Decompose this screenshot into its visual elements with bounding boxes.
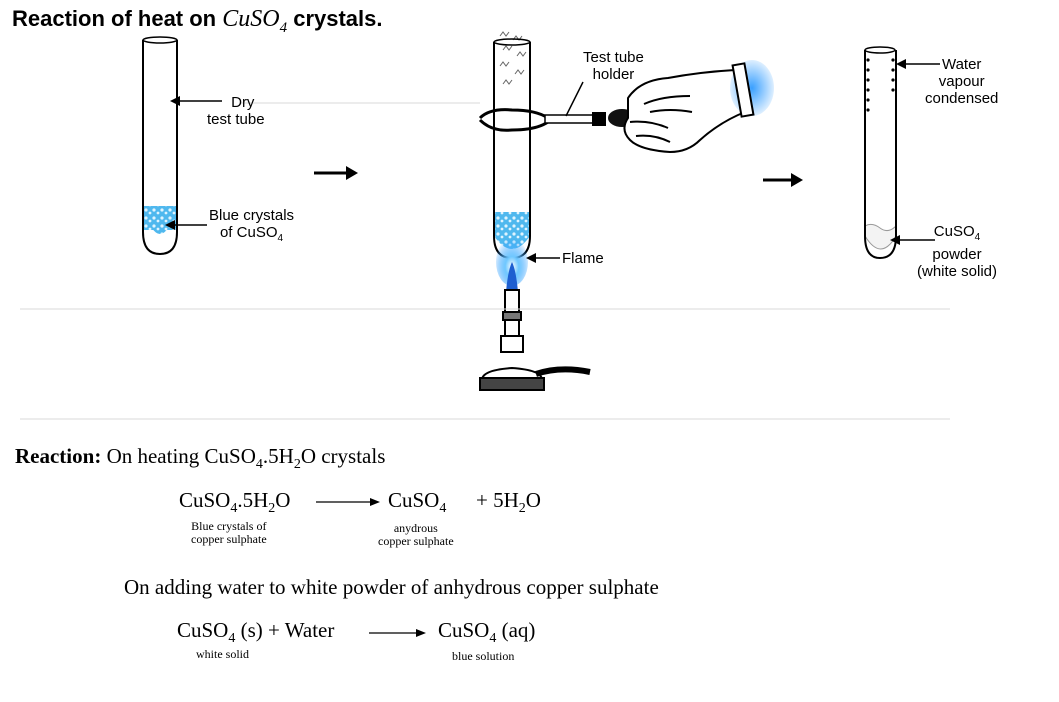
bleed-through-text: ————————————————————————————————————————… <box>20 410 950 427</box>
process-arrow-1 <box>314 166 358 180</box>
bleed-through-text: ————————————————————————————————————————… <box>20 300 950 317</box>
label-test-tube-holder: Test tube holder <box>583 49 644 83</box>
label-dry-line2: test tube <box>207 111 265 128</box>
blue-crystals-2 <box>494 212 530 249</box>
page-title: Reaction of heat on CuSO4 crystals. <box>12 6 383 37</box>
label-water-vapour: Water vapour condensed <box>925 56 998 107</box>
eq1-lhs-s1: 4 <box>230 501 238 517</box>
label-water-line2: vapour <box>938 73 985 90</box>
holder-clamp-bottom <box>478 118 549 132</box>
equation-2-rhs: CuSO4 (aq) <box>438 618 535 647</box>
eq2-rhs-t2: (aq) <box>496 618 536 642</box>
eq2-rhs-t1: CuSO <box>438 618 490 642</box>
eq1-water-t1: + 5H <box>476 488 519 512</box>
holder-joint <box>592 112 606 126</box>
label-dry-test-tube: Dry test tube <box>207 94 265 128</box>
bunsen-burner <box>479 289 591 391</box>
eq1-rhs-s1: 4 <box>439 501 447 517</box>
reaction-intro-t1: On heating CuSO <box>106 444 256 468</box>
title-formula: CuSO4 <box>222 6 287 36</box>
label-blue-line2-sub: 4 <box>277 233 284 244</box>
water-droplets <box>866 58 895 112</box>
equation-1-lhs: CuSO4.5H2O <box>179 488 290 517</box>
eq1-lhs-t3: O <box>275 488 291 512</box>
condensed-test-tube <box>864 46 940 260</box>
equation-1-rhs-note: anydrous copper sulphate <box>378 522 454 548</box>
label-powder-line1: CuSO4 <box>917 223 997 246</box>
adding-water-line: On adding water to white powder of anhyd… <box>124 575 659 599</box>
eq2-lhs-s1: 4 <box>228 631 236 647</box>
hand-icon <box>623 68 747 154</box>
eq1-lhs-note-line2: copper sulphate <box>191 532 267 546</box>
reaction-heading: Reaction: <box>15 444 102 468</box>
eq1-lhs-note-line1: Blue crystals of <box>191 519 267 533</box>
label-holder-line1: Test tube <box>583 49 644 66</box>
eq1-lhs-s2: 2 <box>268 501 276 517</box>
label-flame: Flame <box>562 250 604 267</box>
title-formula-sub: 4 <box>279 19 288 36</box>
eq1-rhs-note-line1: anydrous <box>393 521 438 535</box>
reaction-arrow-2 <box>369 629 426 637</box>
label-water-line3: condensed <box>925 90 999 107</box>
white-powder <box>864 223 897 250</box>
reaction-intro-t3: O crystals <box>300 444 386 468</box>
eq1-water-s1: 2 <box>518 501 526 517</box>
reaction-intro-t2: .5H <box>262 444 294 468</box>
label-blue-crystals: Blue crystals of CuSO4 <box>209 207 294 247</box>
equation-1-water: + 5H2O <box>476 488 541 517</box>
label-holder-line2: holder <box>592 66 635 83</box>
eq2-rhs-s1: 4 <box>489 631 497 647</box>
equation-1-lhs-note: Blue crystals of copper sulphate <box>191 520 267 546</box>
equation-2-lhs-note: white solid <box>196 647 249 661</box>
heating-setup <box>478 31 774 391</box>
title-formula-text: CuSO <box>222 6 280 32</box>
eq2-lhs-t1: CuSO <box>177 618 229 642</box>
reaction-arrow-1 <box>316 498 380 506</box>
label-blue-line2: of CuSO4 <box>209 224 294 247</box>
label-blue-line2-text: of CuSO <box>219 224 278 241</box>
title-prefix: Reaction of heat on <box>12 6 223 31</box>
shirt-cuff <box>731 62 755 118</box>
eq1-lhs-t1: CuSO <box>179 488 231 512</box>
reaction-intro-s2: 2 <box>293 457 301 473</box>
label-dry-line1: Dry <box>231 94 255 111</box>
label-water-line1: Water <box>941 56 982 73</box>
label-powder-line3: (white solid) <box>917 263 998 280</box>
dry-test-tube <box>142 36 178 256</box>
tube-1-outline <box>142 40 178 256</box>
holder-clamp-top <box>478 108 588 120</box>
reaction-intro-line: Reaction: On heating CuSO4.5H2O crystals <box>15 444 385 473</box>
eq1-rhs-t1: CuSO <box>388 488 440 512</box>
label-cuso4-powder: CuSO4 powder (white solid) <box>917 223 997 280</box>
label-powder-line1-sub: 4 <box>974 232 981 243</box>
process-arrow-2 <box>763 173 803 187</box>
label-powder-line2: powder <box>932 246 982 263</box>
reaction-intro-s1: 4 <box>255 457 263 473</box>
tube-2-mouth <box>493 38 531 46</box>
label-blue-line1: Blue crystals <box>209 207 295 224</box>
eq1-water-t2: O <box>525 488 541 512</box>
equation-2-rhs-note: blue solution <box>452 649 515 663</box>
eq2-lhs-t2: (s) + Water <box>235 618 335 642</box>
holder-rod <box>544 114 596 124</box>
bleed-through-text: ———————————————— <box>240 94 480 111</box>
eq1-rhs-note-line2: copper sulphate <box>378 534 454 548</box>
equation-1-rhs: CuSO4 <box>388 488 446 517</box>
label-powder-line1-text: CuSO <box>933 223 975 240</box>
flame-core <box>506 262 518 292</box>
title-suffix: crystals. <box>287 6 383 31</box>
tube-3-outline <box>864 50 897 260</box>
eq1-lhs-t2: .5H <box>237 488 269 512</box>
tube-3-mouth <box>864 46 896 54</box>
equation-2-lhs: CuSO4 (s) + Water <box>177 618 334 647</box>
tube-1-mouth <box>142 36 178 44</box>
vapour-lines <box>499 31 527 85</box>
tube-1-label-arrows <box>165 96 222 230</box>
holder-pointer <box>565 81 584 117</box>
